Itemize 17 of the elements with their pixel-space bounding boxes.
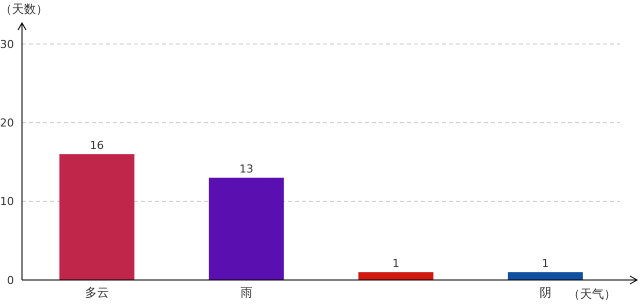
y-tick-label: 0 [7,274,14,287]
data-label: 1 [542,257,549,270]
data-label: 13 [239,162,254,176]
x-tick-label: 多云 [84,286,109,300]
x-tick-label: 阴 [539,286,552,300]
y-tick-label: 20 [0,116,14,130]
bar [358,272,434,280]
y-tick-label: 30 [0,38,14,51]
x-axis-title: （天气） [568,286,616,303]
y-tick-label: 10 [0,195,14,208]
y-axis-title: （天数） [0,1,48,18]
data-label: 16 [90,139,104,152]
data-label: 1 [392,257,400,270]
bar [208,178,284,280]
bar [59,154,134,280]
x-tick-label: 雨 [240,286,252,300]
bar [508,272,583,280]
